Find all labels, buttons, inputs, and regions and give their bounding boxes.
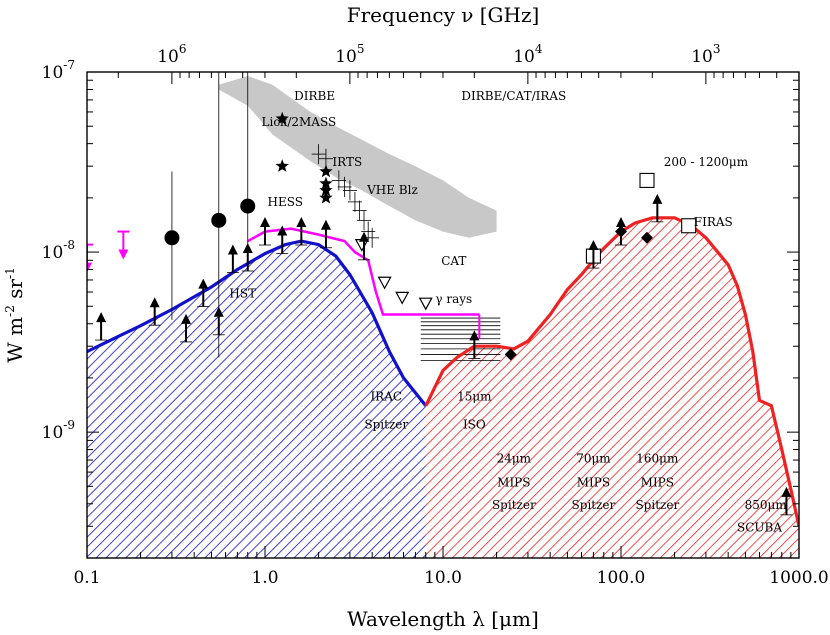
axes-frame [86,71,800,559]
triangle-down-point [377,276,392,290]
annotation-label: Spitzer [635,498,679,512]
lower-limit-arrow [296,217,307,228]
gamma-ray-limit-line [247,227,480,316]
lower-limit-arrow [277,225,288,236]
star-point [319,183,333,197]
top-tick-label: 103 [691,42,720,67]
lower-limit-arrow [149,297,160,308]
star-point [275,159,289,172]
annotation-label: SCUBA [737,521,782,535]
annotation-label: HESS [268,195,303,209]
plot-area: DIRBE Lick/2MASS IRTS VHE Blz HESS DIRBE/CAT/… [87,72,799,558]
infrared-hatch-area [425,217,799,558]
open-square-point [681,218,697,234]
lower-limit-arrow [260,217,270,228]
annotation-label: MIPS [641,475,674,489]
y-tick-label: 10-9 [42,418,75,443]
annotation-label: 24μm [497,451,532,465]
lower-limit-arrow [242,243,253,254]
lower-limit-arrow [96,312,107,323]
annotation-label: 850μm [745,498,788,512]
x-tick-label: 1.0 [251,568,278,588]
x-axis-title: Wavelength λ [μm] [347,607,539,631]
lower-limit-arrow [359,231,370,242]
open-square-point [639,172,655,188]
star-point [319,176,333,190]
y-tick-label: 10-8 [42,238,75,263]
annotation-label: 15μm [457,389,492,403]
upper-limit-arrow [87,262,92,273]
star-point [319,190,333,204]
filled-circle-point [240,198,256,214]
vhe-blazar-band [218,76,497,238]
triangle-down-point [395,291,410,305]
filled-diamond-point [504,348,517,361]
axis-labels: 0.1 1.0 10.0 100.0 1000.0 10-7 10-8 10-9 106 105 1… [42,42,829,588]
optical-curve [87,239,428,407]
lower-limit-arrow [181,313,192,324]
annotation-label: IRAC [370,389,402,403]
top-tick-label: 104 [513,42,543,67]
annotation-label: FIRAS [694,215,733,229]
annotation-label: VHE Blz [366,183,418,197]
x-tick-label: 0.1 [73,568,100,588]
triangle-down-point [418,297,433,311]
annotation-label: DIRBE/CAT/IRAS [461,89,566,103]
infrared-curve [424,216,799,527]
filled-diamond-point [641,231,654,244]
annotation-label: Spitzer [364,417,408,431]
annotation-label: DIRBE [294,89,335,103]
lower-limit-arrow [616,217,626,228]
annotation-label: ISO [463,417,486,431]
filled-circle-point [164,230,180,246]
annotation-label: MIPS [577,475,610,489]
annotation-label: 200 - 1200μm [664,155,749,169]
lower-limit-arrow [652,193,663,204]
y-axis-title: W m-2 sr-1 [3,267,27,362]
lower-limit-arrow [198,278,209,289]
annotation-label: γ rays [435,292,472,306]
star-point [275,111,289,125]
upper-limit-arrow [118,249,129,260]
x-tick-label: 100.0 [597,568,646,588]
annotation-label: 70μm [576,451,611,465]
optical-hatch-area [87,241,426,558]
x-tick-label: 1000.0 [769,568,828,588]
filled-circle-point [211,212,227,228]
annotation-label: MIPS [497,475,530,489]
lower-limit-arrow [227,244,238,255]
lower-limit-arrow [781,486,792,497]
lower-limit-arrow [213,306,224,317]
annotation-label: Spitzer [492,498,536,512]
lower-limit-arrow [588,240,599,251]
annotation-label: HST [229,286,256,300]
top-tick-label: 106 [157,42,186,67]
lower-limit-arrow [469,330,480,341]
lower-limit-arrow [320,219,331,230]
star-point [319,164,333,178]
y-tick-label: 10-7 [42,58,75,83]
x-tick-label: 10.0 [424,568,462,588]
top-tick-label: 105 [335,42,364,67]
annotation-label: Lick/2MASS [262,115,337,129]
annotation-label: CAT [441,254,466,268]
annotation-label: 160μm [636,451,679,465]
top-axis-title: Frequency ν [GHz] [347,3,540,27]
annotation-label: IRTS [332,155,362,169]
annotation-label: Spitzer [572,498,616,512]
